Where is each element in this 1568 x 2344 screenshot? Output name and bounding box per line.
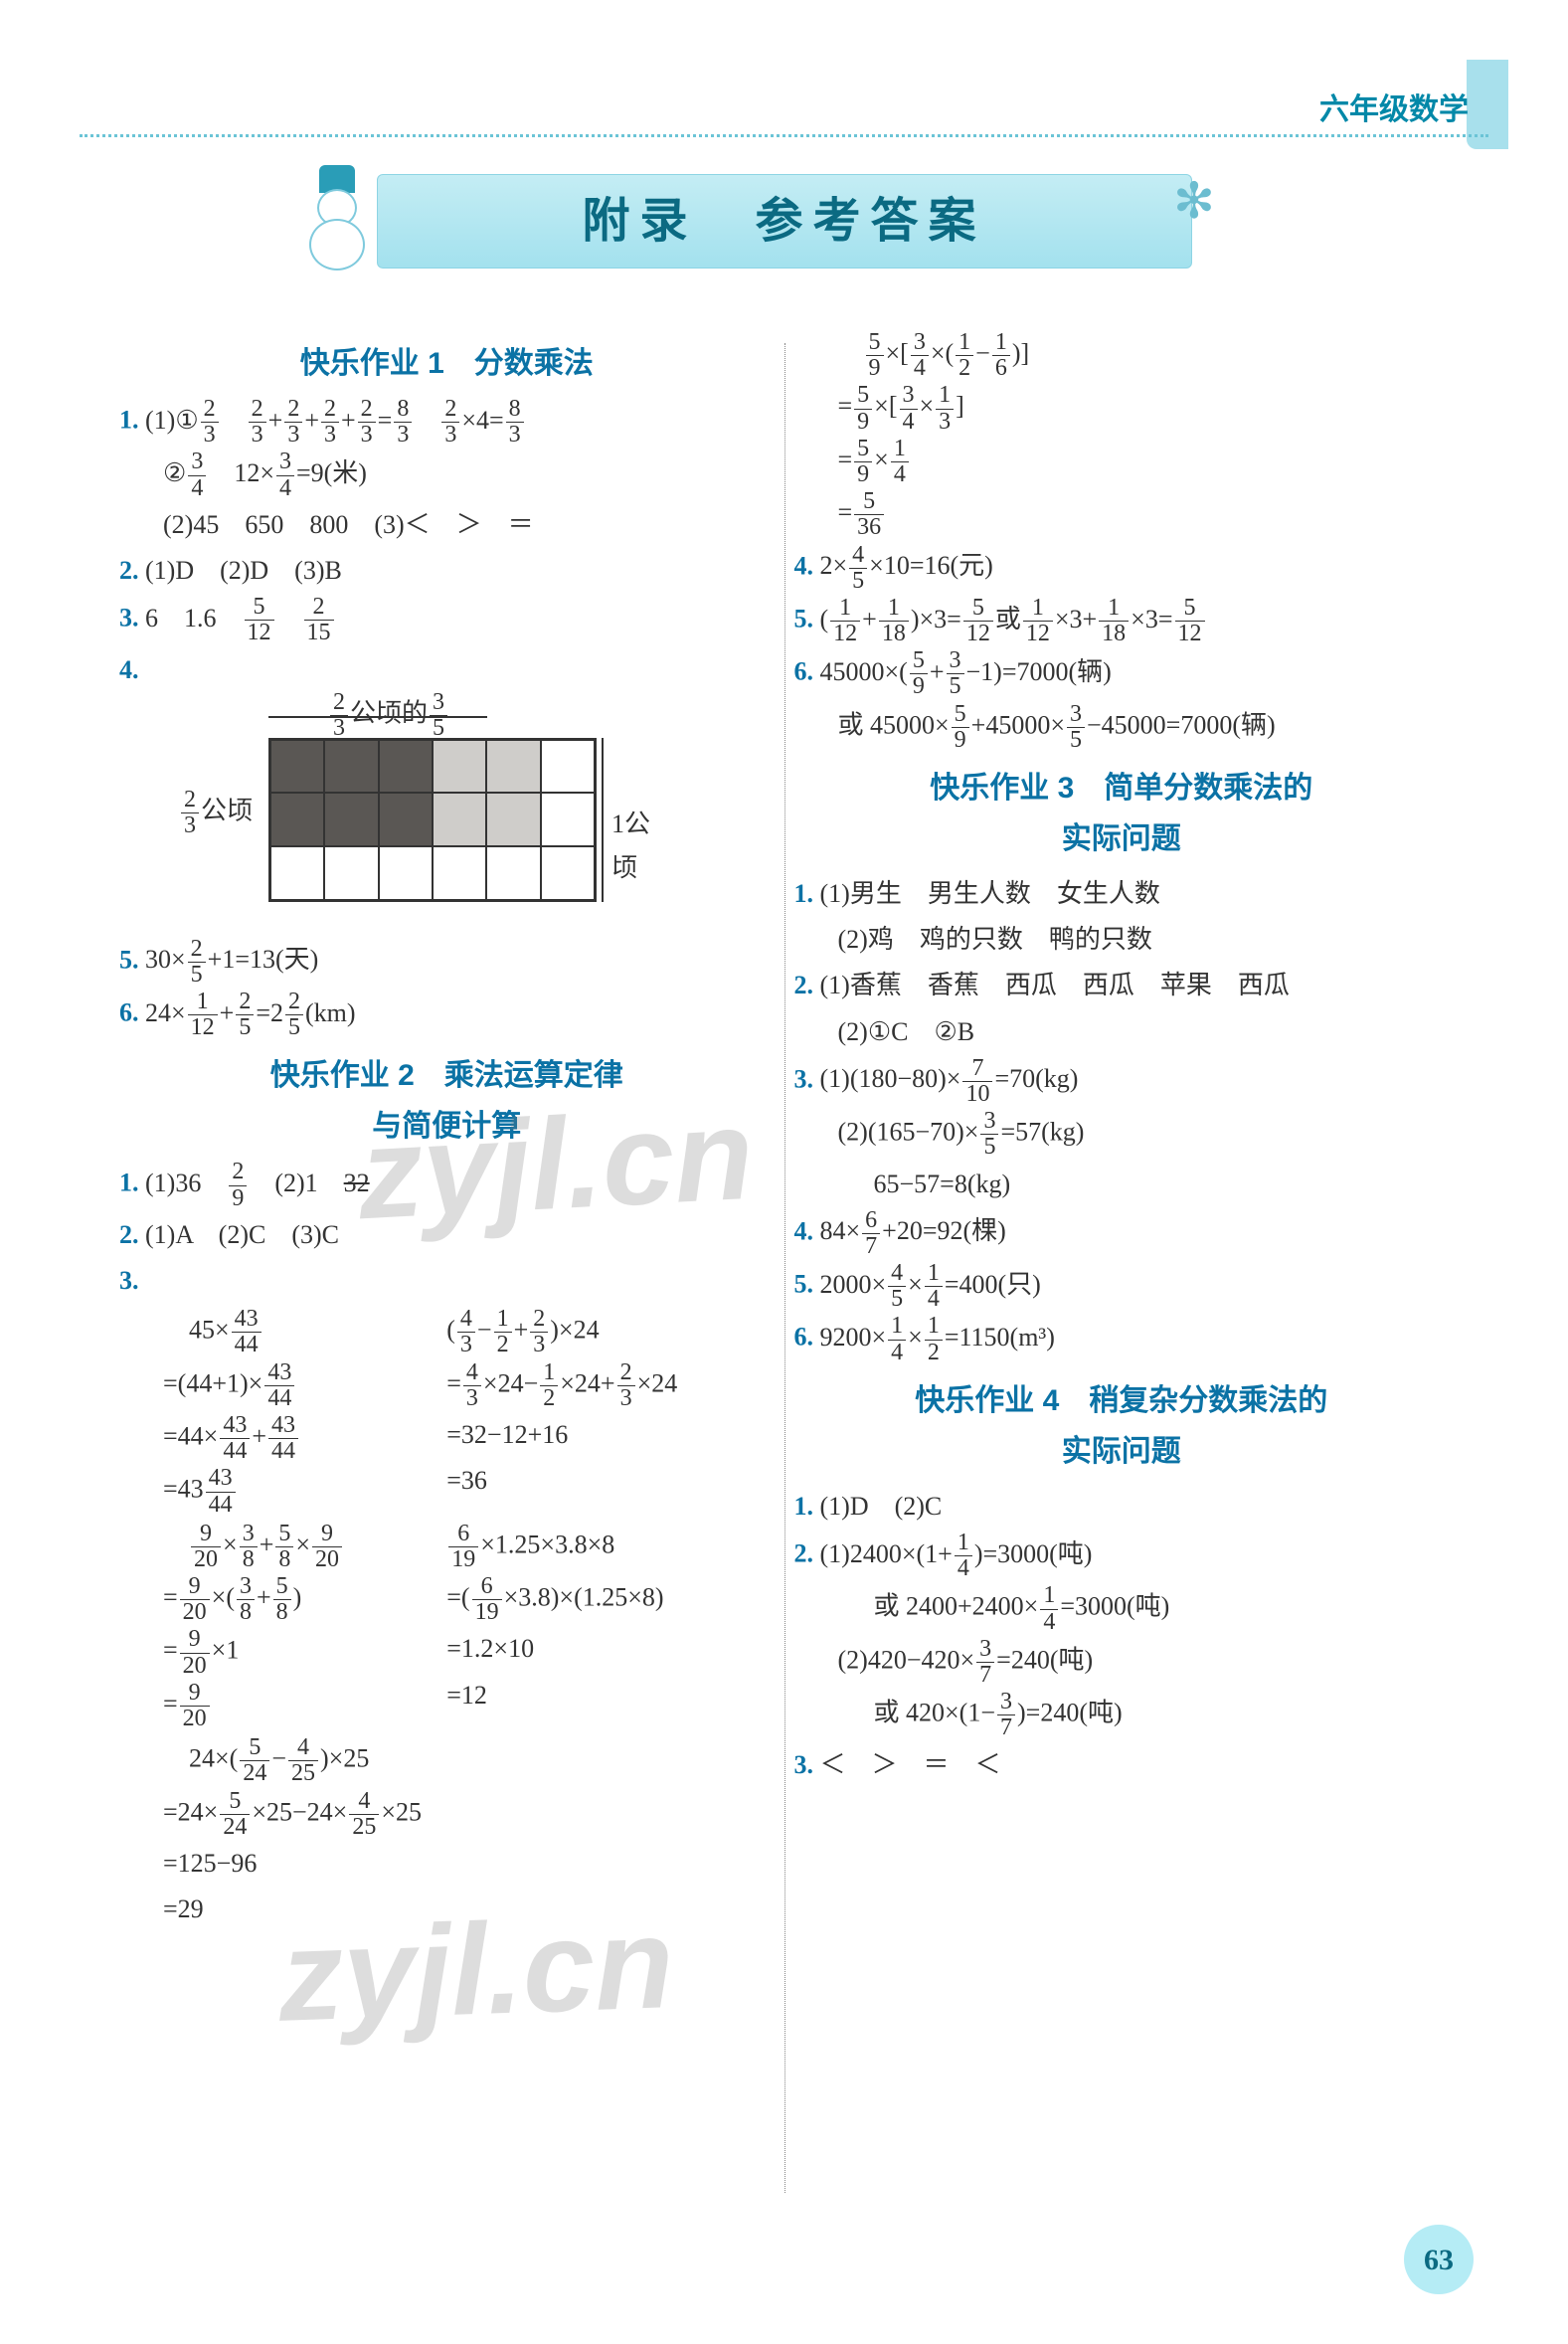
s2-q3e-2: =24×524×25−24×425×25 (119, 1789, 775, 1840)
s3-q6: 6. 9200×14×12=1150(m³) (794, 1314, 1450, 1364)
r-q4: 4. 2×45×10=16(元) (794, 543, 1450, 594)
section-3-title-l2: 实际问题 (794, 813, 1450, 864)
s2-q3a-2: =(44+1)×4344 (119, 1360, 446, 1411)
diagram-grid (268, 738, 597, 902)
section-1-title: 快乐作业 1 分数乘法 (119, 338, 775, 389)
s2-q3c-4: =920 (119, 1681, 446, 1731)
r-q5: 5. (112+118)×3=512或112×3+118×3=512 (794, 596, 1450, 646)
s2-q3-label: 3. (119, 1259, 775, 1303)
snowman-icon (293, 159, 388, 283)
s2-q3a-3: =44×4344+4344 (119, 1413, 446, 1464)
s3-q1b: (2)鸡 鸡的只数 鸭的只数 (794, 918, 1450, 962)
s3-q5: 5. 2000×45×14=400(只) (794, 1261, 1450, 1312)
s3-q4: 4. 84×67+20=92(棵) (794, 1208, 1450, 1259)
diagram-right-brace (602, 738, 604, 902)
s2-q3c-2: =920×(38+58) (119, 1574, 446, 1625)
header-dotted-rule (80, 134, 1488, 137)
s1-q1-line1: 1. (1)①23 23+23+23+23=83 23×4=83 (119, 397, 775, 448)
s4-q1: 1. (1)D (2)C (794, 1485, 1450, 1529)
s2-q3d-3: =1.2×10 (446, 1627, 774, 1671)
content-area: 快乐作业 1 分数乘法 1. (1)①23 23+23+23+23=83 23×… (109, 328, 1459, 1933)
diagram-left-label: 23公顷 (179, 788, 253, 838)
s2-q3c-3: =920×1 (119, 1627, 446, 1678)
r-cont-2: =59×[34×13] (794, 383, 1450, 434)
s4-q2b: 或 2400+2400×14=3000(吨) (794, 1583, 1450, 1634)
s4-q2c: (2)420−420×37=240(吨) (794, 1637, 1450, 1688)
s2-q3e-4: =29 (119, 1888, 775, 1931)
section-4-title-l2: 实际问题 (794, 1426, 1450, 1477)
r-q6a: 6. 45000×(59+35−1)=7000(辆) (794, 648, 1450, 699)
diagram-top-brace (268, 716, 487, 718)
title-banner: 附录 参考答案 (377, 174, 1192, 269)
s2-q3-block-ab: 45×4344 =(44+1)×4344 =44×4344+4344 =4343… (119, 1305, 775, 1520)
s3-q3b: (2)(165−70)×35=57(kg) (794, 1109, 1450, 1160)
s3-q2a: 2. (1)香蕉 香蕉 西瓜 西瓜 苹果 西瓜 (794, 964, 1450, 1007)
s2-q3-block-cd: 920×38+58×920 =920×(38+58) =920×1 =920 6… (119, 1520, 775, 1734)
s2-q3b-4: =36 (446, 1459, 774, 1503)
page-number: 63 (1404, 2225, 1474, 2294)
s2-q3b-2: =43×24−12×24+23×24 (446, 1360, 774, 1411)
s2-q3b-1: (43−12+23)×24 (446, 1307, 774, 1357)
s2-q3d-2: =(619×3.8)×(1.25×8) (446, 1574, 774, 1625)
s2-q3a-1: 45×4344 (119, 1307, 446, 1357)
r-cont-1: 59×[34×(12−16)] (794, 330, 1450, 381)
left-column: 快乐作业 1 分数乘法 1. (1)①23 23+23+23+23=83 23×… (109, 328, 784, 1933)
s3-q3a: 3. (1)(180−80)×710=70(kg) (794, 1056, 1450, 1107)
area-diagram: 23公顷的35 23公顷 1公顷 (179, 698, 656, 927)
section-3-title-l1: 快乐作业 3 简单分数乘法的 (794, 763, 1450, 813)
s4-q2d: 或 420×(1−37)=240(吨) (794, 1690, 1450, 1740)
r-cont-4: =536 (794, 489, 1450, 540)
s2-q1: 1. (1)36 29 (2)1 32 (119, 1160, 775, 1210)
title-banner-text: 附录 参考答案 (582, 181, 985, 263)
s1-q4-label: 4. (119, 648, 775, 692)
s2-q3c-1: 920×38+58×920 (119, 1522, 446, 1572)
s1-q1-line3: (2)45 650 800 (3)＜ ＞ ＝ (119, 503, 775, 547)
s1-q2: 2. (1)D (2)D (3)B (119, 549, 775, 593)
s2-q3b-3: =32−12+16 (446, 1413, 774, 1457)
diagram-right-label: 1公顷 (611, 803, 656, 890)
s2-q3e-3: =125−96 (119, 1842, 775, 1886)
header-grade-subject: 六年级数学 (1319, 85, 1469, 135)
s1-q3: 3. 6 1.6 512 215 (119, 595, 775, 645)
s4-q2a: 2. (1)2400×(1+14)=3000(吨) (794, 1531, 1450, 1581)
s2-q3d-1: 619×1.25×3.8×8 (446, 1522, 774, 1572)
s3-q3c: 65−57=8(kg) (794, 1163, 1450, 1206)
r-cont-3: =59×14 (794, 437, 1450, 487)
s2-q2: 2. (1)A (2)C (3)C (119, 1213, 775, 1257)
s2-q3e-1: 24×(524−425)×25 (119, 1735, 775, 1786)
s2-q3a-4: =434344 (119, 1466, 446, 1517)
s1-q5: 5. 30×25+1=13(天) (119, 937, 775, 988)
section-2-title-l2: 与简便计算 (119, 1101, 775, 1152)
s3-q1a: 1. (1)男生 男生人数 女生人数 (794, 872, 1450, 916)
snowflake-icon: ✻ (1173, 159, 1215, 244)
section-2-title-l1: 快乐作业 2 乘法运算定律 (119, 1050, 775, 1101)
s3-q2b: (2)①C ②B (794, 1010, 1450, 1054)
s2-q3d-4: =12 (446, 1674, 774, 1717)
right-column: 59×[34×(12−16)] =59×[34×13] =59×14 =536 … (784, 328, 1460, 1933)
s1-q6: 6. 24×112+25=225(km) (119, 990, 775, 1040)
section-4-title-l1: 快乐作业 4 稍复杂分数乘法的 (794, 1375, 1450, 1426)
s1-q1-line2: ②34 12×34=9(米) (119, 450, 775, 500)
s4-q3: 3. ＜ ＞ ＝ ＜ (794, 1743, 1450, 1787)
r-q6b: 或 45000×59+45000×35−45000=7000(辆) (794, 702, 1450, 753)
